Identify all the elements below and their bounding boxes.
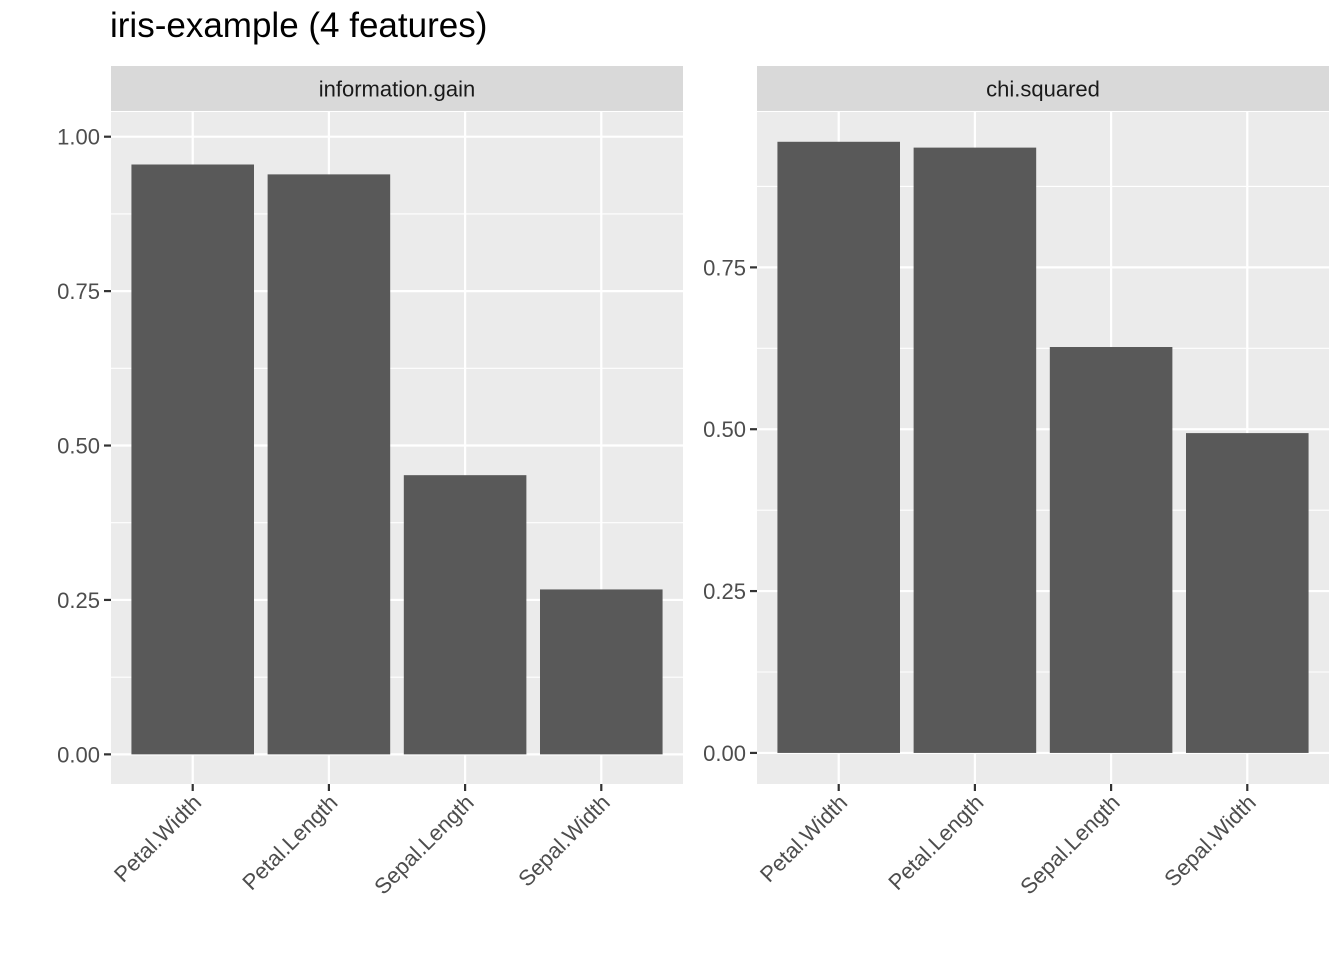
facet-strip-label: information.gain	[319, 77, 476, 102]
y-tick-label: 1.00	[57, 125, 100, 150]
bar-petal-length	[913, 147, 1037, 753]
bar-petal-width	[131, 164, 254, 755]
x-tick-label: Sepal.Width	[513, 790, 615, 892]
x-tick-label: Sepal.Length	[369, 790, 478, 899]
facet-panel-information-gain: information.gain 0.00 0.25 0.50 0.75 1.00 Peta…	[57, 66, 683, 899]
y-tick-label: 0.25	[703, 579, 746, 604]
y-tick-label: 0.50	[703, 417, 746, 442]
y-tick-label: 0.00	[57, 742, 100, 767]
facet-strip	[757, 66, 1329, 111]
bar-sepal-length	[403, 475, 527, 755]
y-tick-label: 0.50	[57, 434, 100, 459]
bar-petal-width	[777, 141, 900, 753]
facet-strip-label: chi.squared	[986, 77, 1100, 102]
facet-strip	[111, 66, 683, 111]
y-tick-label: 0.00	[703, 741, 746, 766]
x-tick-label: Sepal.Length	[1015, 790, 1124, 899]
bar-petal-length	[267, 174, 391, 755]
x-tick-label: Sepal.Width	[1159, 790, 1261, 892]
bar-sepal-width	[540, 589, 663, 755]
x-tick-label: Petal.Length	[883, 790, 988, 895]
y-tick-label: 0.25	[57, 588, 100, 613]
x-tick-label: Petal.Width	[109, 790, 206, 887]
y-tick-label: 0.75	[57, 279, 100, 304]
bar-sepal-length	[1049, 347, 1173, 753]
x-tick-label: Petal.Length	[237, 790, 342, 895]
chart-title: iris-example (4 features)	[110, 6, 488, 45]
facet-panel-chi-squared: chi.squared 0.00 0.25 0.50 0.75 Petal.Width Pe…	[703, 66, 1329, 899]
x-tick-label: Petal.Width	[755, 790, 852, 887]
y-tick-label: 0.75	[703, 255, 746, 280]
bar-sepal-width	[1186, 433, 1309, 753]
